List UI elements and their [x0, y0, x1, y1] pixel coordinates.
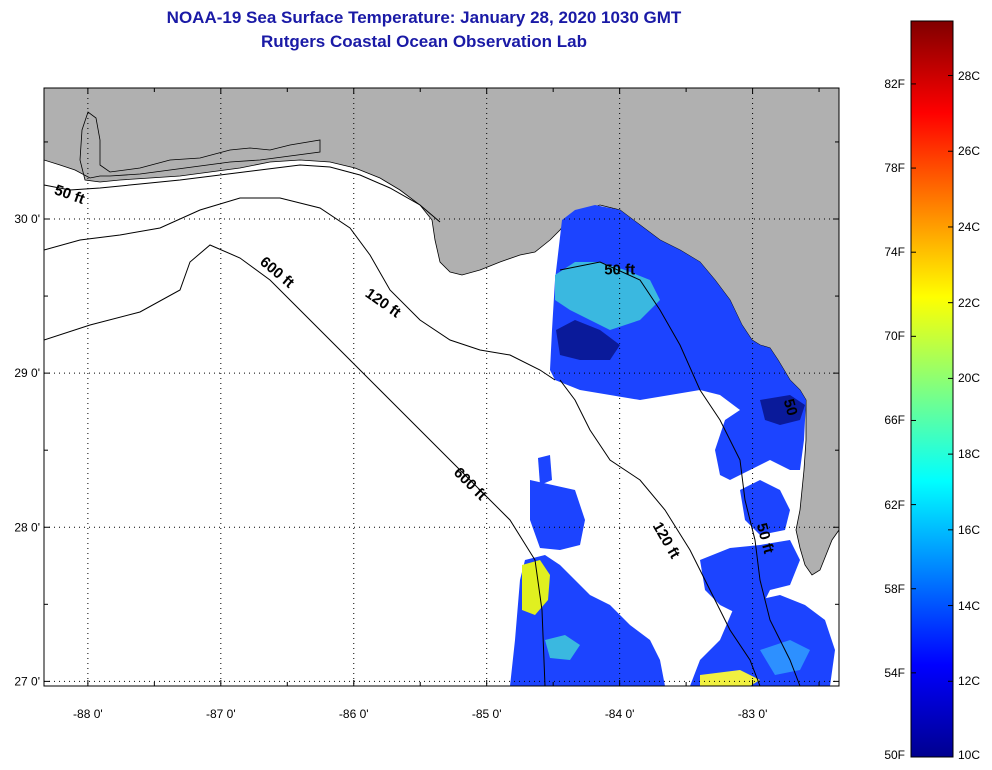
lat-tick-label: 29 0': [14, 366, 40, 380]
lon-tick-label: -88 0': [73, 707, 103, 721]
lon-tick-label: -86 0': [339, 707, 369, 721]
lat-tick-label: 28 0': [14, 520, 40, 534]
lon-tick-label: -85 0': [472, 707, 502, 721]
colorbar-f-label: 82F: [884, 76, 905, 91]
colorbar: [910, 20, 954, 758]
colorbar-c-label: 26C: [958, 144, 981, 159]
bathymetry-contours: [44, 164, 801, 686]
graticule: -88 0' -87 0' -86 0' -85 0' -84 0' -83 0' 30 0…: [14, 88, 839, 721]
contour-label: 50: [780, 397, 801, 418]
colorbar-f-label: 66F: [884, 413, 905, 428]
colorbar-c-label: 24C: [958, 219, 981, 234]
colorbar-f-label: 58F: [884, 581, 905, 596]
colorbar-c-label: 14C: [958, 598, 981, 613]
colorbar-c-label: 16C: [958, 522, 981, 537]
lat-tick-label: 27 0': [14, 674, 40, 688]
colorbar-c-label: 20C: [958, 371, 981, 386]
colorbar-f-label: 74F: [884, 245, 905, 260]
colorbar-c-label: 28C: [958, 68, 981, 83]
colorbar-f-label: 70F: [884, 329, 905, 344]
lon-tick-label: -83 0': [738, 707, 768, 721]
lon-tick-label: -87 0': [206, 707, 236, 721]
sst-data-layer: [510, 205, 835, 686]
map-subtitle: Rutgers Coastal Ocean Observation Lab: [261, 32, 587, 51]
colorbar-c-label: 10C: [958, 748, 981, 762]
colorbar-c-label: 22C: [958, 295, 981, 310]
lat-tick-label: 30 0': [14, 212, 40, 226]
colorbar-c-label: 12C: [958, 674, 981, 689]
lon-tick-label: -84 0': [605, 707, 635, 721]
colorbar-ticks: [911, 75, 953, 758]
contour-label: 50 ft: [604, 261, 635, 278]
map-frame: [43, 87, 840, 687]
map-title: NOAA-19 Sea Surface Temperature: January…: [166, 8, 682, 27]
colorbar-f-label: 50F: [884, 748, 905, 762]
colorbar-c-label: 18C: [958, 447, 981, 462]
colorbar-f-label: 78F: [884, 161, 905, 176]
colorbar-f-label: 54F: [884, 665, 905, 680]
colorbar-f-label: 62F: [884, 497, 905, 512]
